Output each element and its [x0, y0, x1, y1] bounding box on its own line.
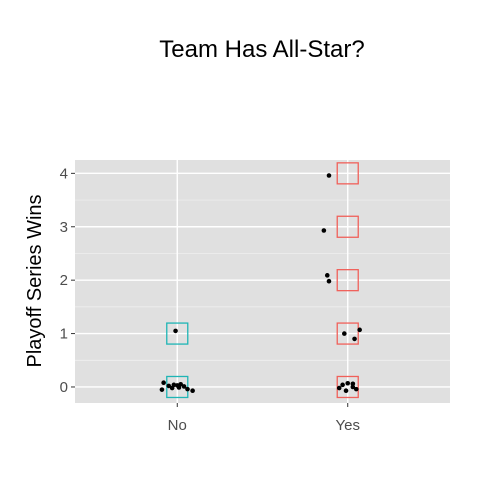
- chart-title: Team Has All-Star?: [159, 36, 364, 63]
- data-point: [173, 328, 178, 334]
- data-point: [340, 382, 345, 388]
- data-point: [176, 385, 182, 390]
- x-axis-ticks: No Yes: [168, 403, 360, 434]
- x-tick-label-no: No: [168, 417, 187, 434]
- data-point: [336, 385, 342, 391]
- data-point: [324, 273, 330, 278]
- y-tick-label: 1: [60, 326, 68, 343]
- data-point: [181, 384, 187, 389]
- box-marker-no-1: [166, 322, 189, 345]
- y-tick-label: 2: [60, 272, 68, 289]
- data-point: [169, 385, 175, 391]
- data-point: [321, 228, 327, 233]
- data-point: [326, 173, 332, 178]
- grid-lines: [75, 160, 450, 403]
- box-marker-yes-3: [336, 215, 359, 238]
- data-point: [190, 388, 195, 394]
- y-tick-label: 4: [60, 165, 68, 182]
- data-point: [350, 384, 356, 390]
- data-point: [353, 386, 359, 392]
- data-point: [352, 336, 357, 342]
- data-point: [350, 381, 356, 387]
- y-tick-label: 0: [60, 379, 68, 396]
- data-point: [185, 386, 190, 392]
- plot-panel: [75, 160, 450, 403]
- box-marker-yes-2: [336, 269, 359, 292]
- box-marker-yes-4: [336, 162, 359, 185]
- data-point: [159, 387, 165, 392]
- y-tick-label: 3: [60, 219, 68, 236]
- x-tick-label-yes: Yes: [335, 417, 359, 434]
- box-marker-yes-1: [336, 322, 359, 345]
- y-axis-label: Playoff Series Wins: [24, 194, 46, 367]
- y-axis-ticks: 0 1 2 3 4: [60, 165, 75, 396]
- data-point: [326, 278, 332, 284]
- data-point: [166, 383, 172, 389]
- data-points: [159, 173, 362, 394]
- data-point: [357, 327, 362, 333]
- data-point: [343, 388, 349, 394]
- data-point: [161, 380, 166, 386]
- data-point: [342, 331, 347, 336]
- data-point: [345, 380, 351, 386]
